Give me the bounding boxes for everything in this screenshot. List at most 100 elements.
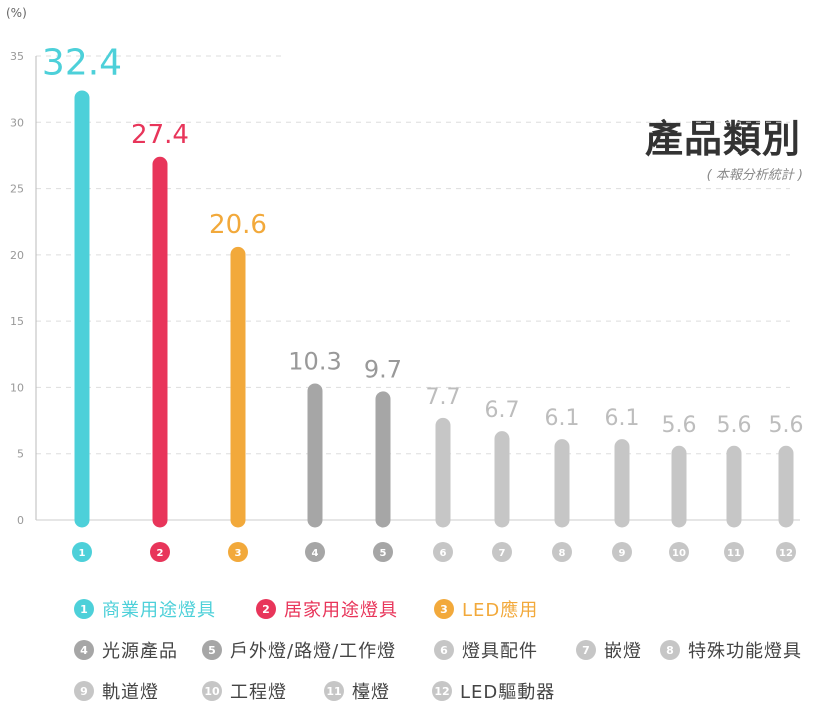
legend-number-badge: 3: [434, 599, 454, 619]
chart-title: 產品類別: [644, 117, 801, 161]
legend-label: 嵌燈: [604, 641, 642, 662]
data-label: 20.6: [209, 210, 267, 240]
legend-label: 檯燈: [352, 682, 390, 703]
data-label: 6.7: [485, 398, 520, 423]
chart-legend: 1 商業用途燈具 2 居家用途燈具 3 LED應用 4 光源產品 5 戶外燈/路燈/工作燈 6 燈具…: [74, 596, 819, 719]
legend-label: 居家用途燈具: [284, 600, 398, 621]
legend-label: 商業用途燈具: [102, 600, 216, 621]
legend-number-badge: 8: [660, 640, 680, 660]
bar: [74, 90, 90, 528]
legend-item: 9 軌道燈: [74, 678, 159, 704]
legend-number-badge: 11: [324, 681, 344, 701]
data-label: 9.7: [364, 355, 402, 383]
category-marker-circle: [724, 542, 744, 562]
legend-row-3: 9 軌道燈 10 工程燈 11 檯燈 12 LED驅動器: [74, 678, 819, 719]
y-tick-label: 35: [10, 50, 24, 63]
bar: [230, 246, 246, 528]
bar: [494, 431, 510, 528]
category-marker-circle: [552, 542, 572, 562]
legend-label: 特殊功能燈具: [688, 641, 802, 662]
x-tick-label: 6: [440, 548, 447, 559]
x-tick-label: 10: [672, 548, 686, 559]
data-label: 27.4: [131, 120, 189, 150]
data-label: 5.6: [769, 413, 804, 438]
legend-item: 6 燈具配件: [434, 637, 538, 663]
y-tick-label: 25: [10, 183, 24, 196]
legend-item: 7 嵌燈: [576, 637, 642, 663]
legend-item: 2 居家用途燈具: [256, 596, 398, 622]
bar: [152, 156, 168, 528]
data-label: 5.6: [662, 413, 697, 438]
legend-number-badge: 5: [202, 640, 222, 660]
x-tick-label: 4: [312, 548, 319, 559]
legend-item: 8 特殊功能燈具: [660, 637, 802, 663]
bar: [614, 439, 630, 528]
legend-label: 燈具配件: [462, 641, 538, 662]
category-marker-circle: [228, 542, 248, 562]
x-tick-label: 8: [559, 548, 566, 559]
category-marker-circle: [305, 542, 325, 562]
legend-number-badge: 4: [74, 640, 94, 660]
y-tick-label: 0: [17, 514, 24, 527]
legend-row-2: 4 光源產品 5 戶外燈/路燈/工作燈 6 燈具配件 7 嵌燈 8 特殊功能燈具: [74, 637, 819, 678]
legend-number-badge: 2: [256, 599, 276, 619]
legend-item: 4 光源產品: [74, 637, 178, 663]
bar: [375, 391, 391, 528]
legend-number-badge: 7: [576, 640, 596, 660]
x-tick-label: 7: [499, 548, 506, 559]
category-marker-circle: [373, 542, 393, 562]
bar: [307, 383, 323, 528]
legend-number-badge: 1: [74, 599, 94, 619]
x-tick-label: 1: [79, 548, 86, 559]
y-axis-unit-label: (%): [6, 6, 27, 20]
legend-item: 5 戶外燈/路燈/工作燈: [202, 637, 396, 663]
bar: [435, 417, 451, 528]
legend-item: 12 LED驅動器: [432, 678, 555, 704]
legend-item: 10 工程燈: [202, 678, 287, 704]
y-tick-label: 15: [10, 315, 24, 328]
legend-number-badge: 10: [202, 681, 222, 701]
category-marker-circle: [72, 542, 92, 562]
legend-label: 戶外燈/路燈/工作燈: [230, 641, 397, 662]
x-tick-label: 5: [380, 548, 387, 559]
x-tick-label: 9: [619, 548, 626, 559]
x-tick-label: 11: [727, 548, 741, 559]
legend-item: 3 LED應用: [434, 596, 538, 622]
legend-label: LED應用: [462, 600, 539, 621]
legend-item: 11 檯燈: [324, 678, 390, 704]
legend-number-badge: 6: [434, 640, 454, 660]
legend-label: 工程燈: [230, 682, 287, 703]
legend-number-badge: 12: [432, 681, 452, 701]
category-marker-circle: [492, 542, 512, 562]
category-marker-circle: [433, 542, 453, 562]
data-label: 6.1: [605, 406, 640, 431]
legend-label: 光源產品: [102, 641, 178, 662]
category-marker-circle: [669, 542, 689, 562]
bar: [554, 439, 570, 528]
category-marker-circle: [150, 542, 170, 562]
x-tick-label: 3: [235, 548, 242, 559]
y-tick-label: 20: [10, 249, 24, 262]
data-label: 6.1: [545, 406, 580, 431]
legend-item: 1 商業用途燈具: [74, 596, 216, 622]
bar: [726, 445, 742, 528]
legend-label: 軌道燈: [102, 682, 159, 703]
x-tick-label: 12: [779, 548, 793, 559]
category-marker-circle: [776, 542, 796, 562]
data-label: 7.7: [426, 385, 461, 410]
data-label: 10.3: [288, 347, 341, 375]
y-tick-label: 5: [17, 448, 24, 461]
y-tick-label: 10: [10, 381, 24, 394]
legend-label: LED驅動器: [460, 682, 556, 703]
bar: [671, 445, 687, 528]
legend-row-1: 1 商業用途燈具 2 居家用途燈具 3 LED應用: [74, 596, 819, 637]
legend-number-badge: 9: [74, 681, 94, 701]
y-tick-label: 30: [10, 116, 24, 129]
bar: [778, 445, 794, 528]
chart-subtitle: ( 本報分析統計 ): [706, 168, 803, 183]
x-tick-label: 2: [157, 548, 164, 559]
category-marker-circle: [612, 542, 632, 562]
data-label: 5.6: [717, 413, 752, 438]
data-label: 32.4: [42, 42, 122, 83]
